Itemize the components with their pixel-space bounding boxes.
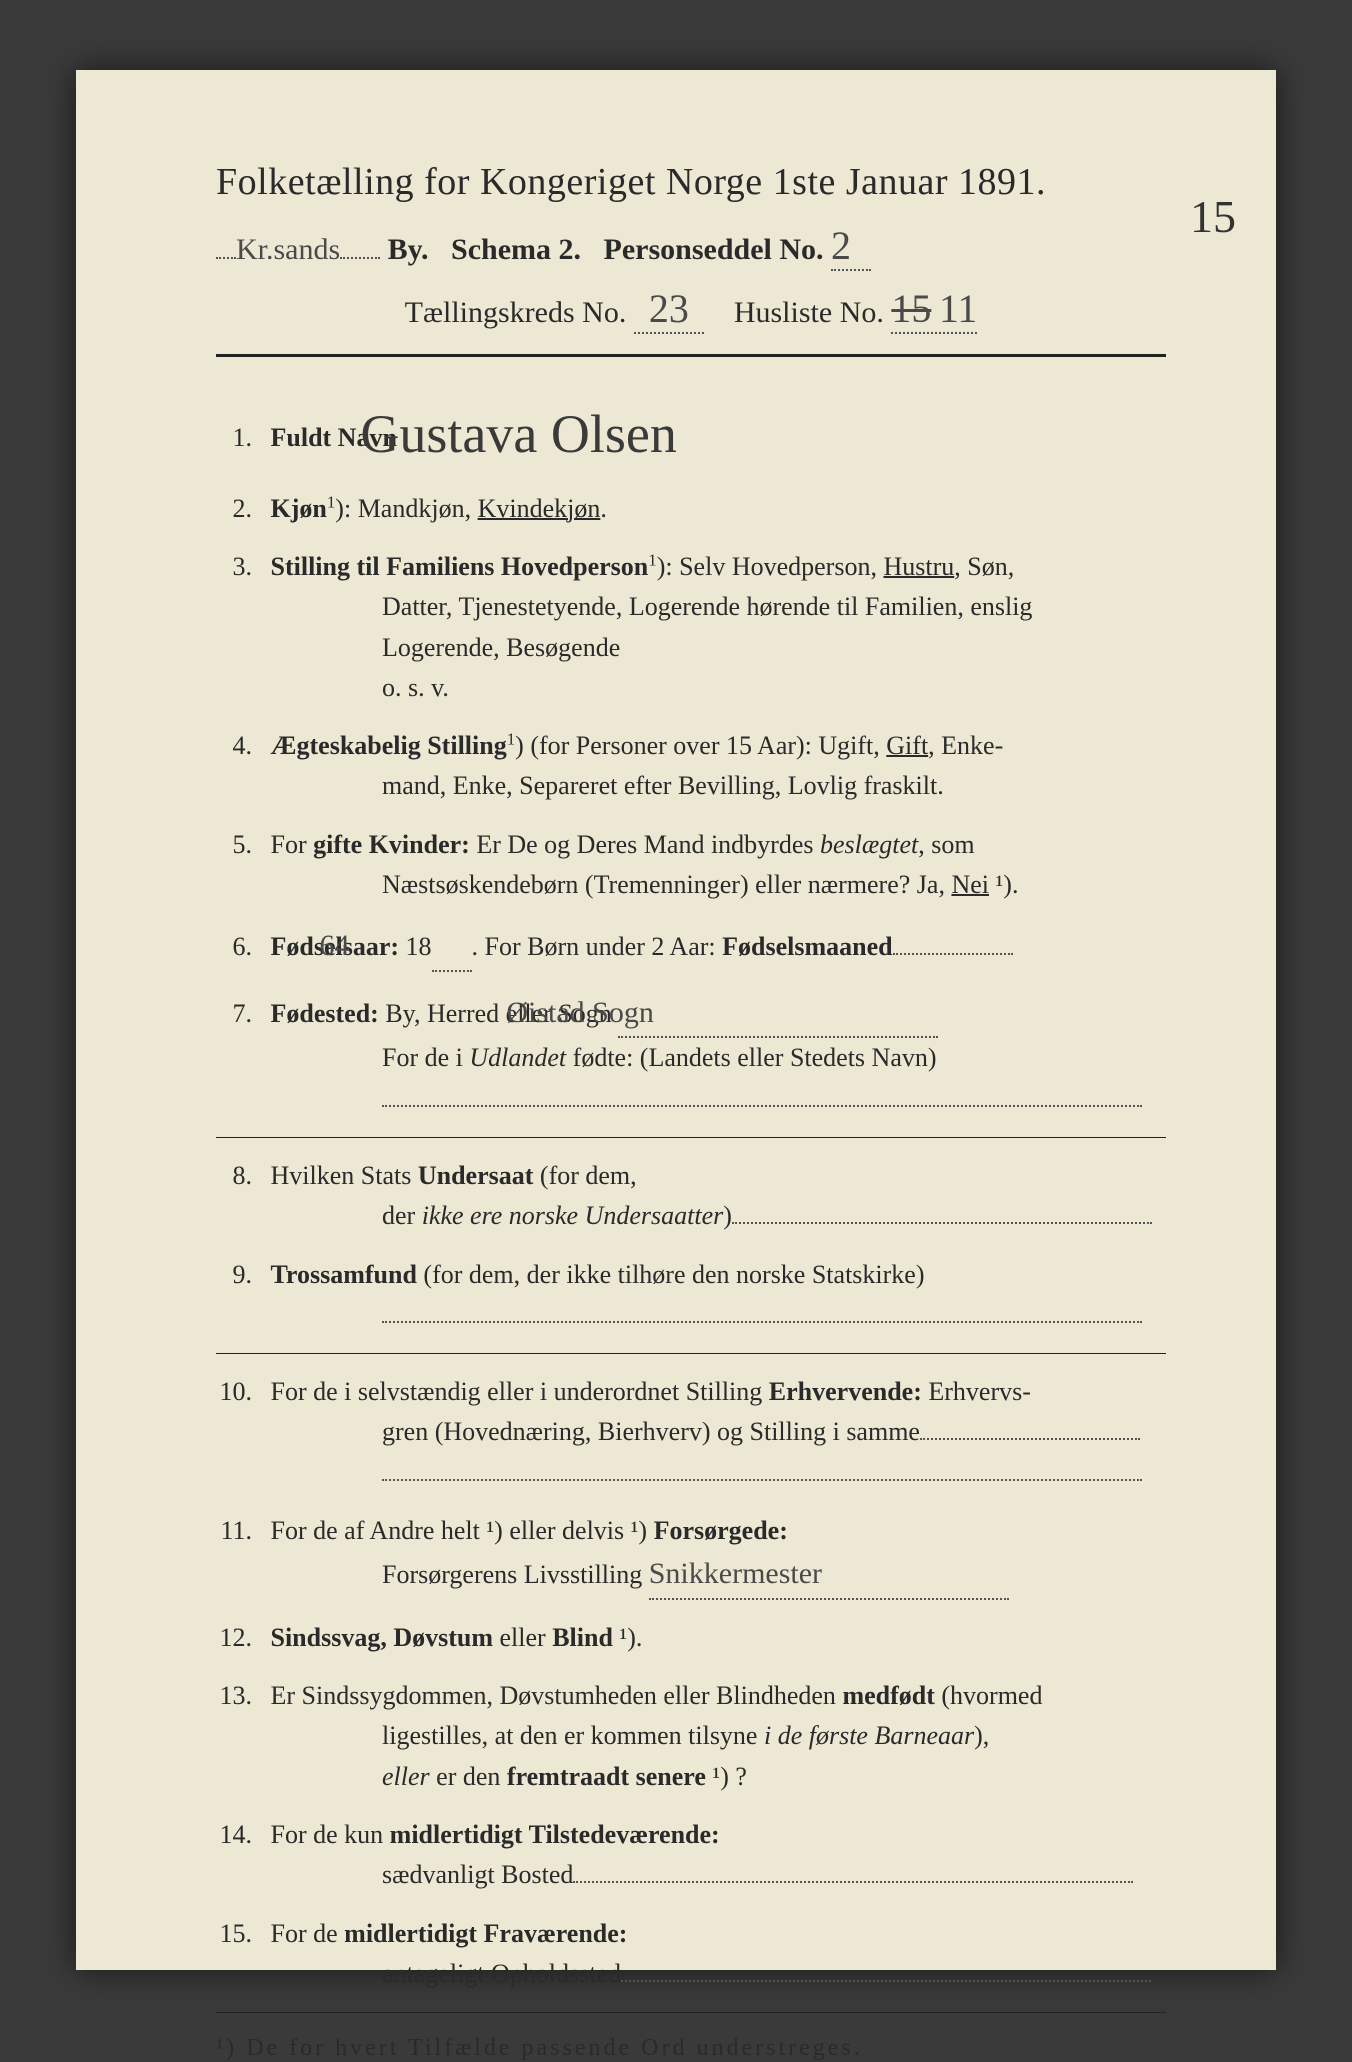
q3: 3. Stilling til Familiens Hovedperson1):… xyxy=(216,547,1166,708)
q5: 5. For gifte Kvinder: Er De og Deres Man… xyxy=(216,825,1166,906)
kreds-label: Tællingskreds No. xyxy=(405,296,627,329)
q7: 7. Fødested: By, Herred eller Sogn Øista… xyxy=(216,990,1166,1119)
census-form-page: Folketælling for Kongeriget Norge 1ste J… xyxy=(76,70,1276,1970)
q11-value: Snikkermester xyxy=(649,1551,822,1598)
q15: 15. For de midlertidigt Fraværende: anta… xyxy=(216,1914,1166,1995)
q5-underlined: Nei xyxy=(951,870,989,899)
q1-value: Gustava Olsen xyxy=(416,393,676,477)
schema-label: Schema 2. xyxy=(451,233,581,266)
by-label: By. xyxy=(388,233,429,266)
q2: 2. Kjøn1): Mandkjøn, Kvindekjøn. xyxy=(216,489,1166,529)
kreds-no: 23 xyxy=(649,285,689,332)
q7-value: Øistad Sogn xyxy=(562,990,654,1037)
question-list: 1. Fuldt Navn Gustava Olsen 2. Kjøn1): M… xyxy=(216,387,1166,1119)
question-list-2: 8. Hvilken Stats Undersaat (for dem, der… xyxy=(216,1156,1166,1335)
q4-underlined: Gift xyxy=(886,731,928,760)
q14: 14. For de kun midlertidigt Tilstedevære… xyxy=(216,1815,1166,1896)
personseddel-label: Personseddel No. xyxy=(604,233,824,266)
mid-divider-1 xyxy=(216,1137,1166,1138)
husliste-strike: 15 xyxy=(891,285,931,332)
husliste-no: 11 xyxy=(939,285,978,332)
q10-label: Erhvervende: xyxy=(769,1377,922,1406)
q13-label: medfødt xyxy=(842,1681,934,1710)
personseddel-no: 2 xyxy=(831,222,851,269)
footnote: ¹) De for hvert Tilfælde passende Ord un… xyxy=(216,2035,1166,2062)
header-line-2: Kr.sands By. Schema 2. Personseddel No. … xyxy=(216,222,1166,271)
q7-label: Fødested: xyxy=(271,999,379,1028)
margin-annotation: 15 xyxy=(1190,190,1236,243)
main-title: Folketælling for Kongeriget Norge 1ste J… xyxy=(216,160,1166,204)
q11: 11. For de af Andre helt ¹) eller delvis… xyxy=(216,1511,1166,1600)
city-handwritten: Kr.sands xyxy=(236,233,340,267)
q9: 9. Trossamfund (for dem, der ikke tilhør… xyxy=(216,1255,1166,1336)
q3-underlined: Hustru xyxy=(883,552,954,581)
husliste-label: Husliste No. xyxy=(734,296,884,329)
q15-label: midlertidigt Fraværende: xyxy=(344,1919,627,1948)
header-line-3: Tællingskreds No. 23 Husliste No. 15 11 xyxy=(216,285,1166,334)
q5-label: gifte Kvinder: xyxy=(313,830,470,859)
q8: 8. Hvilken Stats Undersaat (for dem, der… xyxy=(216,1156,1166,1237)
q3-label: Stilling til Familiens Hovedperson xyxy=(271,552,649,581)
q6: 6. Fødselsaar: 1864. For Børn under 2 Aa… xyxy=(216,923,1166,972)
q12: 12. Sindssvag, Døvstum eller Blind ¹). xyxy=(216,1618,1166,1658)
q10: 10. For de i selvstændig eller i underor… xyxy=(216,1372,1166,1493)
q4: 4. Ægteskabelig Stilling1) (for Personer… xyxy=(216,726,1166,807)
q2-label: Kjøn xyxy=(271,494,327,523)
q12-label: Sindssvag, Døvstum xyxy=(271,1623,494,1652)
q9-label: Trossamfund xyxy=(271,1260,417,1289)
q13: 13. Er Sindssygdommen, Døvstumheden elle… xyxy=(216,1676,1166,1797)
q4-label: Ægteskabelig Stilling xyxy=(271,731,507,760)
mid-divider-2 xyxy=(216,1353,1166,1354)
footer-divider xyxy=(216,2012,1166,2013)
q2-underlined: Kvindekjøn xyxy=(478,494,601,523)
q14-label: midlertidigt Tilstedeværende: xyxy=(390,1820,720,1849)
q8-label: Undersaat xyxy=(418,1161,534,1190)
q11-label: Forsørgede: xyxy=(654,1516,788,1545)
q1: 1. Fuldt Navn Gustava Olsen xyxy=(216,387,1166,471)
question-list-3: 10. For de i selvstændig eller i underor… xyxy=(216,1372,1166,1994)
header-divider xyxy=(216,354,1166,357)
